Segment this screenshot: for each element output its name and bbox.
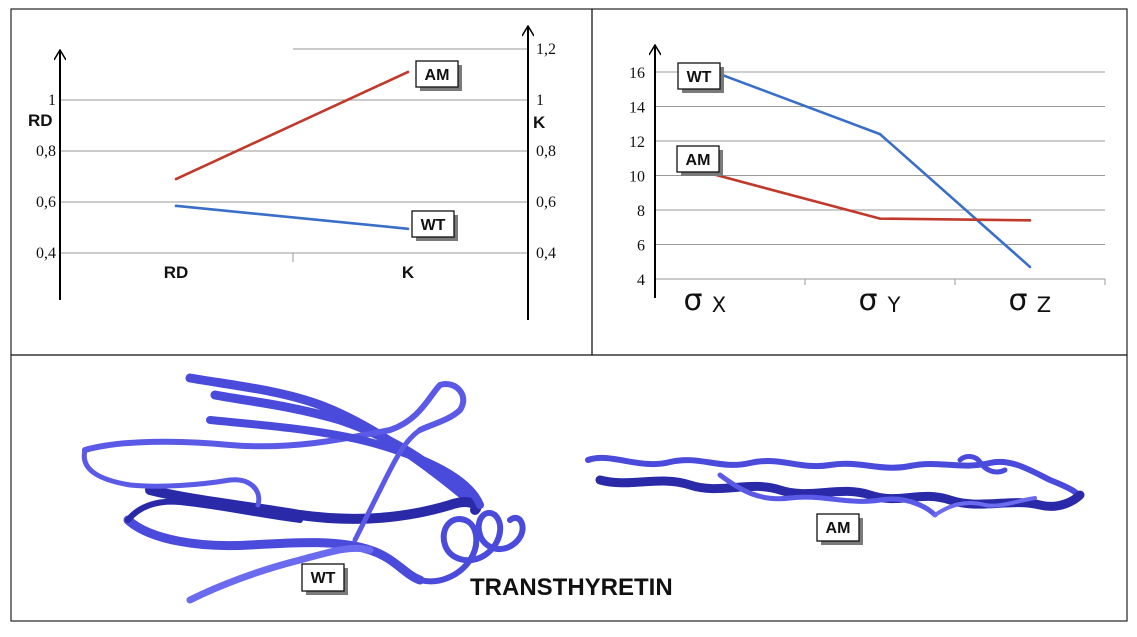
chart2-data-point: [1028, 219, 1032, 222]
chart1-left-tick-label: 0,8: [36, 143, 56, 160]
chart2-category-label: σ: [683, 283, 702, 318]
chart2-data-point: [878, 217, 882, 220]
wt-structure-badge: WT: [301, 563, 348, 595]
chart1-right-tick-label: 0,4: [536, 245, 556, 262]
chart2-am-badge: AM: [676, 145, 723, 176]
wt-structure-label: WT: [311, 570, 336, 587]
chart2-wt-badge: WT: [677, 62, 724, 93]
chart2-y-tick-label: 16: [629, 65, 645, 82]
chart2-y-tick-label: 10: [629, 169, 645, 186]
chart2-category-subscript: Z: [1037, 293, 1051, 317]
chart1-wt-badge: WT: [411, 210, 458, 241]
chart1-data-point: [174, 177, 178, 181]
chart2-y-tick-label: 4: [637, 272, 645, 289]
structure-caption: TRANSTHYRETIN: [470, 574, 673, 601]
am-structure-badge: AM: [816, 513, 863, 545]
chart2-y-tick-label: 14: [629, 100, 645, 117]
chart1-category-label: K: [402, 263, 415, 282]
chart1-wt-badge-box: [411, 210, 455, 238]
chart1-right-tick-label: 1,2: [536, 41, 556, 58]
chart1-right-tick-label: 1: [536, 92, 544, 109]
chart1-data-point: [174, 204, 178, 208]
chart2-category-label: σ: [1008, 283, 1027, 318]
chart2-y-tick-label: 12: [629, 134, 645, 151]
chart2-wt-badge-box: [677, 62, 721, 90]
chart2-data-point: [1028, 265, 1032, 269]
chart2-am-legend-label: AM: [686, 152, 711, 169]
chart1-right-axis-title: K: [533, 113, 546, 132]
rd-k-chart: 1 0,8 0,6 0,4 1,2 1 0,8 0,6 0,4 RD K RD K AM WT: [28, 26, 556, 320]
chart2-wt-legend-label: WT: [687, 69, 712, 86]
chart1-left-tick-label: 1: [48, 92, 56, 109]
am-structure-label: AM: [826, 520, 851, 537]
chart1-series-line-wt: [175, 204, 409, 231]
chart1-wt-legend-label: WT: [421, 217, 446, 234]
chart2-data-point: [878, 132, 882, 136]
chart2-category-subscript: Y: [887, 293, 901, 317]
chart1-category-label: RD: [164, 263, 189, 282]
chart1-left-tick-label: 0,4: [36, 245, 56, 262]
chart1-right-tick-label: 0,6: [536, 194, 556, 211]
chart2-y-tick-label: 8: [637, 203, 645, 220]
chart1-data-point: [406, 70, 410, 74]
chart2-series-line-wt: [704, 67, 1031, 268]
wt-ribbon-structure: [81, 373, 526, 604]
panel-top-left: [10, 8, 593, 356]
chart2-category-label: σ: [858, 283, 877, 318]
chart1-right-tick-label: 0,8: [536, 143, 556, 160]
chart2-series-line-am: [704, 170, 1031, 222]
chart2-am-badge-box: [676, 145, 720, 173]
am-ribbon-structure: [585, 454, 1085, 518]
chart1-series-line-am: [175, 70, 409, 181]
chart1-left-axis-title: RD: [28, 111, 53, 130]
chart2-y-tick-label: 6: [637, 238, 645, 255]
chart1-data-point: [406, 227, 410, 231]
chart2-category-subscript: X: [712, 293, 726, 317]
chart1-am-badge: AM: [415, 60, 462, 91]
chart1-am-legend-label: AM: [425, 67, 450, 84]
chart1-left-tick-label: 0,6: [36, 194, 56, 211]
panel-bottom: [10, 354, 1128, 622]
chart1-am-badge-box: [415, 60, 459, 88]
